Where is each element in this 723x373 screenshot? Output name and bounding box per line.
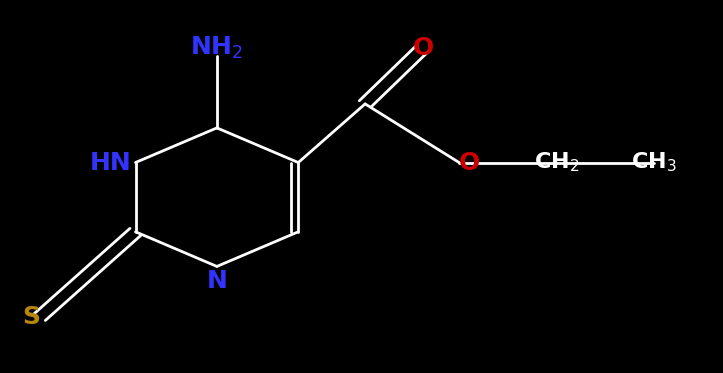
Text: S: S xyxy=(22,305,40,329)
Text: N: N xyxy=(207,269,227,293)
Text: O: O xyxy=(459,151,480,175)
Text: NH$_2$: NH$_2$ xyxy=(190,35,244,61)
Text: O: O xyxy=(412,36,434,60)
Text: HN: HN xyxy=(90,151,132,175)
Text: CH$_3$: CH$_3$ xyxy=(631,151,677,174)
Text: CH$_2$: CH$_2$ xyxy=(534,151,579,174)
